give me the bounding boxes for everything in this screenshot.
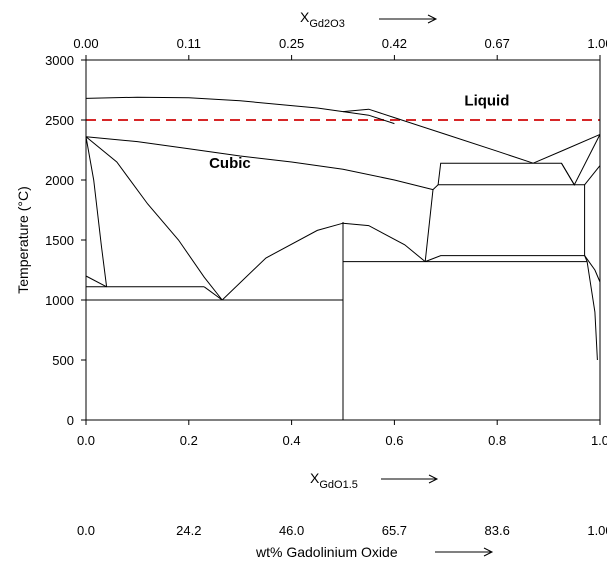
phase-boundary-24 <box>584 255 601 283</box>
top-tick-label: 0.11 <box>177 36 201 51</box>
left-y-axis: 0 500 1000 1500 2000 2500 3000 <box>45 53 86 428</box>
phase-boundary-5 <box>85 136 434 191</box>
wt-tick-label: 1.00 <box>587 523 607 538</box>
wt-tick-label: 24.2 <box>176 523 201 538</box>
phase-boundary-18 <box>437 162 534 185</box>
wt-axis-arrow <box>435 547 494 557</box>
phase-boundary-15 <box>424 184 439 262</box>
phase-boundary-20 <box>561 134 601 186</box>
y-tick-label: 2500 <box>45 113 74 128</box>
top-axis-title-sub: Gd2O3 <box>309 18 344 30</box>
top-x-axis: 0.00 0.11 0.25 0.42 0.67 1.00 <box>73 36 607 60</box>
wt-tick-label: 83.6 <box>485 523 510 538</box>
phase-boundary-2 <box>342 111 395 125</box>
y-axis-title: Temperature (°C) <box>15 186 31 294</box>
x-axis-title-base: X <box>310 470 320 486</box>
top-tick-label: 0.25 <box>279 36 304 51</box>
x-tick-label: 0.0 <box>77 433 95 448</box>
phase-boundary-22 <box>584 165 601 186</box>
y-tick-label: 1500 <box>45 233 74 248</box>
phase-boundary-10 <box>203 286 223 301</box>
phase-boundary-23 <box>584 255 598 361</box>
phase-boundary-7 <box>85 136 223 301</box>
wt-tick-label: 46.0 <box>279 523 304 538</box>
y-tick-label: 3000 <box>45 53 74 68</box>
x-tick-label: 0.2 <box>180 433 198 448</box>
x-tick-label: 0.6 <box>385 433 403 448</box>
bottom-x-axis: 0.0 0.2 0.4 0.6 0.8 1.0 <box>77 420 607 448</box>
y-tick-label: 1000 <box>45 293 74 308</box>
y-tick-label: 2000 <box>45 173 74 188</box>
phase-boundaries <box>85 96 601 420</box>
region-label-liquid: Liquid <box>464 93 509 110</box>
x-axis-title: XGdO1.5 <box>310 470 358 491</box>
phase-boundary-8 <box>85 275 107 288</box>
top-tick-label: 0.67 <box>485 36 510 51</box>
x-axis-title-sub: GdO1.5 <box>319 479 358 491</box>
phase-boundary-3 <box>342 108 534 164</box>
phase-boundary-1 <box>85 96 344 113</box>
top-tick-label: 0.42 <box>382 36 407 51</box>
x-tick-label: 0.8 <box>488 433 506 448</box>
phase-boundary-21 <box>574 184 586 256</box>
phase-boundary-16 <box>425 255 585 263</box>
x-axis-arrow <box>381 474 439 484</box>
wt-tick-label: 65.7 <box>382 523 407 538</box>
plot-area <box>85 59 601 421</box>
y-tick-label: 500 <box>52 353 74 368</box>
y-tick-label: 0 <box>67 413 74 428</box>
x-tick-label: 1.0 <box>591 433 607 448</box>
x-tick-label: 0.4 <box>283 433 301 448</box>
top-axis-title: XGd2O3 <box>300 9 345 30</box>
region-label-cubic: Cubic <box>209 155 251 172</box>
wt-axis-title: wt% Gadolinium Oxide <box>255 544 398 560</box>
wt-tick-label: 0.0 <box>77 523 95 538</box>
top-tick-label: 0.00 <box>73 36 98 51</box>
top-tick-label: 1.00 <box>587 36 607 51</box>
phase-boundary-6 <box>85 136 108 287</box>
top-axis-arrow <box>379 14 438 24</box>
wt-percent-axis: 0.0 24.2 46.0 65.7 83.6 1.00 <box>77 523 607 538</box>
top-axis-title-base: X <box>300 9 310 25</box>
phase-boundary-4 <box>533 133 601 164</box>
